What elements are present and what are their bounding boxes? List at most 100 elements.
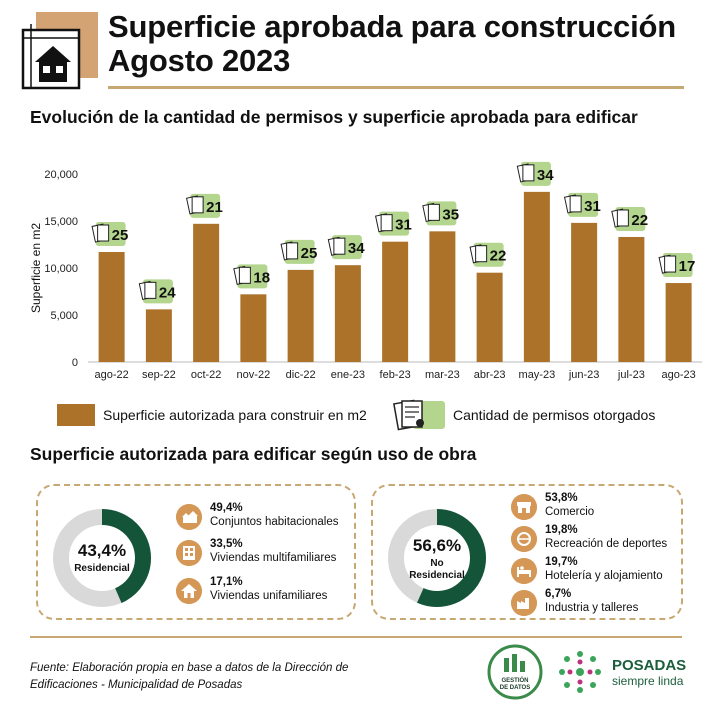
x-tick-label: abr-23 xyxy=(474,369,506,381)
bar-chart: Superficie en m2 0 5,000 10,000 15,000 20,000… xyxy=(29,161,703,381)
posadas-name: POSADAS xyxy=(612,657,687,674)
posadas-flower-logo xyxy=(559,651,601,693)
footer-divider xyxy=(30,636,682,638)
source-note: Fuente: Elaboración propia en base a dat… xyxy=(30,660,410,694)
non-residential-label-1: No xyxy=(430,558,444,569)
permit-document-icon xyxy=(333,237,346,255)
permit-count-label: 24 xyxy=(159,284,176,301)
bar xyxy=(193,223,220,362)
category-pct: 6,7% xyxy=(545,588,572,600)
residential-donut: 43,4% Residencial xyxy=(50,506,154,610)
donut-arc xyxy=(388,509,486,607)
house-plan-icon xyxy=(21,24,81,90)
category-name: Hotelería y alojamiento xyxy=(545,570,663,582)
hotel-icon xyxy=(511,558,537,584)
non-residential-card: 56,6% No Residencial 53,8% Comercio 19,8… xyxy=(371,484,683,620)
x-tick-label: dic-22 xyxy=(286,369,316,381)
title-line-1: Superficie aprobada para construcción xyxy=(108,9,676,44)
legend-permits-label: Cantidad de permisos otorgados xyxy=(453,407,656,423)
x-tick-label: ago-23 xyxy=(661,369,695,381)
x-tick-label: oct-22 xyxy=(191,369,222,381)
usage-section-title: Superficie autorizada para edificar segú… xyxy=(30,444,477,464)
bar xyxy=(523,191,550,362)
permit-documents-icon xyxy=(393,399,445,431)
permit-count-label: 35 xyxy=(442,206,459,223)
housing-complex-icon xyxy=(176,504,202,530)
bar xyxy=(382,241,409,362)
x-tick-label: may-23 xyxy=(519,369,556,381)
non-residential-donut: 56,6% No Residencial xyxy=(385,506,489,610)
permit-document-icon xyxy=(522,164,535,182)
bar xyxy=(145,309,172,362)
apartment-building-icon xyxy=(176,540,202,566)
x-tick-label: sep-22 xyxy=(142,369,176,381)
residential-card: 43,4% Residencial 49,4% Conjuntos habita… xyxy=(36,484,356,620)
x-tick-label: jul-23 xyxy=(617,369,645,381)
category-pct: 19,8% xyxy=(545,524,578,536)
category-pct: 33,5% xyxy=(210,538,243,550)
house-icon xyxy=(176,578,202,604)
non-residential-label-2: Residencial xyxy=(409,570,465,581)
bar xyxy=(429,231,456,362)
permit-document-icon xyxy=(238,266,251,284)
y-tick-label: 20,000 xyxy=(44,169,78,181)
permit-document-icon xyxy=(616,209,629,227)
bar xyxy=(665,283,692,362)
category-pct: 53,8% xyxy=(545,492,578,504)
permit-count-label: 17 xyxy=(679,258,696,275)
bar xyxy=(240,294,267,362)
x-tick-label: ago-22 xyxy=(94,369,128,381)
gestion-de-datos-logo: GESTIÓN DE DATOS xyxy=(487,644,543,700)
category-name: Conjuntos habitacionales xyxy=(210,516,339,528)
residential-label: Residencial xyxy=(74,563,130,574)
permit-document-icon xyxy=(569,195,582,213)
title-divider xyxy=(108,86,684,89)
x-tick-label: jun-23 xyxy=(568,369,600,381)
chart-title: Evolución de la cantidad de permisos y s… xyxy=(30,107,638,127)
category-name: Comercio xyxy=(545,506,595,518)
legend-surface: Superficie autorizada para construir en … xyxy=(57,398,367,432)
permit-count-label: 34 xyxy=(537,167,554,184)
gestion-line-1: GESTIÓN xyxy=(501,676,528,684)
bar xyxy=(287,269,314,362)
page-title: Superficie aprobada para construcción Ag… xyxy=(108,10,676,78)
bar xyxy=(334,265,361,362)
x-tick-label: mar-23 xyxy=(425,369,460,381)
x-tick-label: ene-23 xyxy=(331,369,365,381)
legend-permits: Cantidad de permisos otorgados xyxy=(393,398,655,432)
bar xyxy=(618,236,645,362)
permit-document-icon xyxy=(380,214,393,232)
legend-bar-swatch xyxy=(57,404,95,426)
permit-document-icon xyxy=(427,203,440,221)
y-tick-label: 0 xyxy=(72,357,78,369)
non-residential-pct: 56,6% xyxy=(412,536,462,555)
category-name: Industria y talleres xyxy=(545,602,639,614)
x-tick-label: feb-23 xyxy=(380,369,411,381)
y-tick-label: 15,000 xyxy=(44,216,78,228)
permit-document-icon xyxy=(664,255,677,273)
donut-arc xyxy=(53,509,151,607)
source-line-2: Edificaciones - Municipalidad de Posadas xyxy=(30,679,243,691)
permit-document-icon xyxy=(475,245,488,263)
posadas-tagline: siempre linda xyxy=(612,674,684,688)
factory-icon xyxy=(511,590,537,616)
permit-count-label: 22 xyxy=(490,248,507,265)
permit-count-label: 31 xyxy=(395,217,412,234)
x-tick-label: nov-22 xyxy=(237,369,271,381)
sports-icon xyxy=(511,526,537,552)
category-name: Viviendas multifamiliares xyxy=(210,552,337,564)
permit-count-label: 22 xyxy=(631,212,648,229)
bar xyxy=(476,272,503,362)
permit-count-label: 25 xyxy=(301,245,318,262)
store-icon xyxy=(511,494,537,520)
category-pct: 17,1% xyxy=(210,576,243,588)
permit-document-icon xyxy=(97,224,110,242)
category-name: Recreación de deportes xyxy=(545,538,668,550)
permit-count-label: 18 xyxy=(253,269,270,286)
permit-count-label: 21 xyxy=(206,199,223,216)
legend-surface-label: Superficie autorizada para construir en … xyxy=(103,407,367,423)
y-axis-label: Superficie en m2 xyxy=(29,223,43,313)
source-line-1: Fuente: Elaboración propia en base a dat… xyxy=(30,662,349,674)
title-line-2: Agosto 2023 xyxy=(108,43,291,78)
category-pct: 19,7% xyxy=(545,556,578,568)
